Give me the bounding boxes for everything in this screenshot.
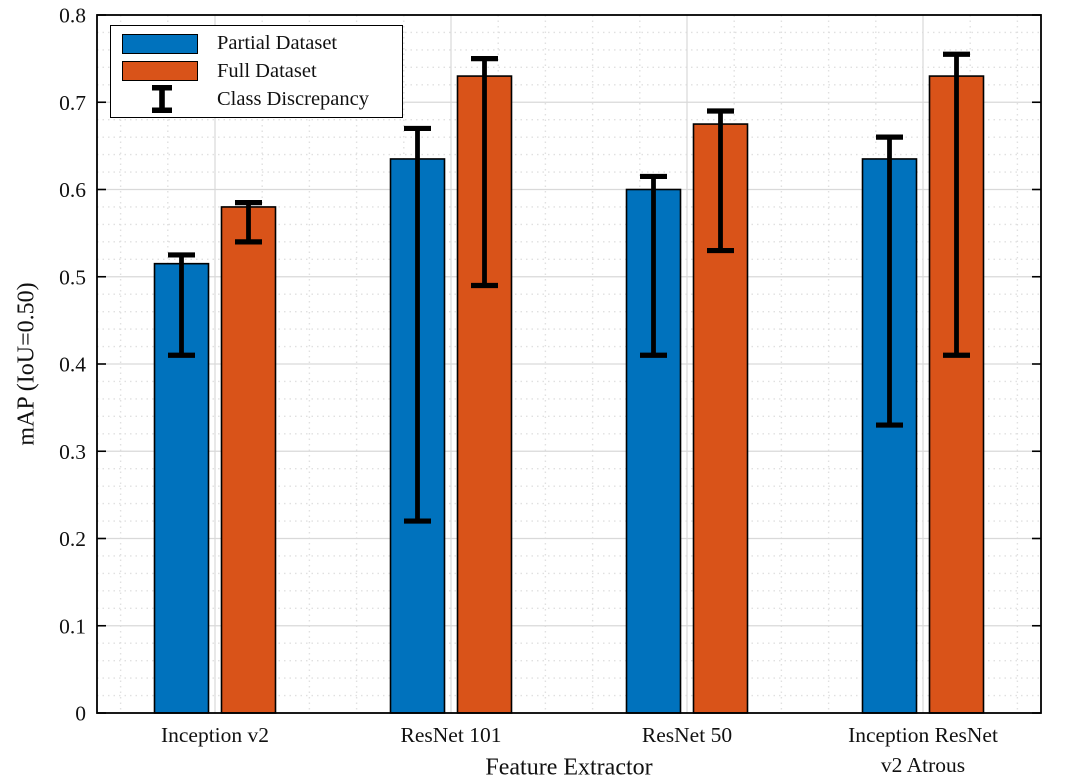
legend-label-class-discrepancy: Class Discrepancy [217,87,369,110]
y-tick-label: 0.6 [59,178,86,202]
y-tick-label: 0.5 [59,265,86,289]
x-tick-label-3: ResNet 50 [641,723,733,747]
y-tick-label: 0.2 [59,527,86,551]
bar-full-dataset-1 [220,206,277,714]
legend-item-class-discrepancy: Class Discrepancy [122,85,402,113]
y-tick-label: 0.7 [59,91,86,115]
x-tick-label-4: Inception ResNet v2 Atrous [848,723,998,778]
legend-item-full-dataset: Full Dataset [122,58,402,86]
y-tick-label: 0.3 [59,440,86,464]
y-tick-label: 0.8 [59,4,86,28]
legend-item-partial-dataset: Partial Dataset [122,30,402,58]
legend-label-full-dataset: Full Dataset [217,59,317,82]
x-axis-label: Feature Extractor [485,754,653,781]
full-dataset-swatch-icon [122,61,198,82]
y-tick-label: 0.1 [59,614,86,638]
partial-dataset-swatch-icon [122,33,198,54]
y-tick-label: 0 [75,702,86,726]
legend: Partial Dataset Full Dataset Class Discr… [110,25,403,118]
legend-label-partial-dataset: Partial Dataset [217,32,338,55]
errorbar-icon [151,85,172,113]
x-tick-label-2: ResNet 101 [400,723,502,747]
y-axis-label: mAP (IoU=0.50) [13,282,40,446]
y-tick-label: 0.4 [59,353,86,377]
x-tick-label-1: Inception v2 [160,723,270,747]
